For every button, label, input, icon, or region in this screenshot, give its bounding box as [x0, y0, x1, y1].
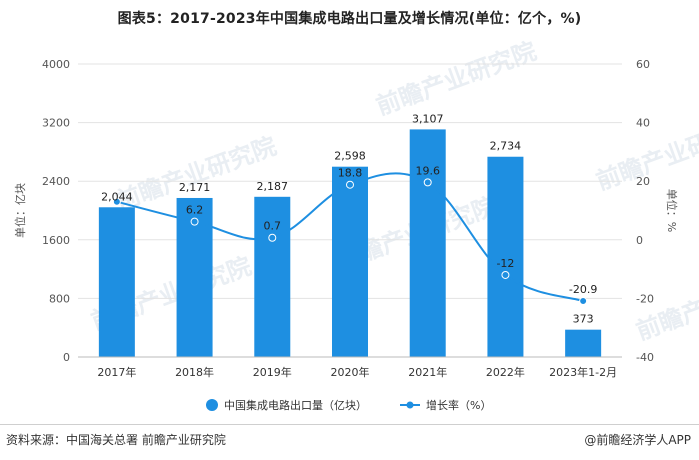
- bar-value-label: 2,734: [490, 140, 522, 153]
- growth-point: [423, 178, 432, 187]
- growth-point: [112, 197, 121, 206]
- growth-point: [346, 180, 354, 189]
- bar: [332, 166, 368, 357]
- bar: [98, 207, 135, 357]
- bar: [409, 129, 446, 357]
- left-tick-label: 800: [49, 292, 70, 305]
- right-tick-label: -40: [636, 351, 654, 364]
- growth-point: [501, 270, 510, 279]
- right-tick-label: 0: [636, 234, 643, 247]
- growth-value-label: 0.7: [264, 220, 282, 233]
- watermark-text: 前瞻产业研究院: [372, 37, 539, 121]
- left-tick-label: 4000: [42, 58, 70, 71]
- bar-value-label: 2,171: [179, 181, 211, 194]
- left-tick-label: 1600: [42, 234, 70, 247]
- bar-value-label: 2,044: [101, 190, 133, 203]
- legend: 中国集成电路出口量（亿块） 增长率（%）: [206, 398, 491, 412]
- bar-value-label: 373: [573, 313, 594, 326]
- chart-title: 图表5：2017-2023年中国集成电路出口量及增长情况(单位：亿个，%): [117, 11, 582, 27]
- bar-value-label: 3,107: [412, 112, 444, 125]
- right-tick-label: -20: [636, 292, 654, 305]
- right-axis-title: 单位：%: [665, 189, 679, 232]
- legend-bar-label: 中国集成电路出口量（亿块）: [224, 398, 367, 412]
- bar-value-label: 2,598: [334, 150, 366, 163]
- left-tick-label: 3200: [42, 117, 70, 130]
- x-tick-label: 2020年: [331, 365, 370, 379]
- axes: 4000 60 3200 40 2400 20 1600 0 800 -20 0 -40 单位：亿块 单位…: [13, 58, 679, 379]
- growth-point: [579, 297, 588, 306]
- source-note: 资料来源：中国海关总署 前瞻产业研究院: [6, 433, 226, 447]
- left-tick-label: 0: [63, 351, 70, 364]
- x-tick-label: 2023年1-2月: [549, 365, 617, 379]
- growth-value-label: 18.8: [338, 167, 363, 180]
- right-tick-label: 60: [636, 58, 650, 71]
- legend-line-dot: [406, 401, 414, 409]
- right-tick-label: 20: [636, 175, 650, 188]
- growth-value-label: 6.2: [186, 204, 204, 217]
- legend-bar-marker: [206, 399, 218, 411]
- bar: [487, 156, 524, 357]
- left-axis-title: 单位：亿块: [13, 183, 27, 238]
- growth-point: [268, 233, 277, 242]
- legend-line-label: 增长率（%）: [426, 398, 491, 412]
- x-tick-label: 2019年: [253, 365, 292, 379]
- growth-value-label: -12: [496, 257, 514, 270]
- combo-chart: 前瞻产业研究院前瞻产业研究院前瞻产业研究院前瞻产业研究院前瞻产业研究院前瞻产业研…: [13, 37, 699, 412]
- bars: [98, 129, 602, 357]
- x-tick-label: 2021年: [408, 365, 447, 379]
- growth-value-label: 19.6: [415, 164, 440, 177]
- bar-value-label: 2,187: [257, 180, 289, 193]
- data-labels: 2,044 2,171 2,187 2,598 3,107 2,734 373 6.2 0.7 1…: [101, 112, 597, 325]
- bar: [254, 196, 291, 357]
- footer-divider: [0, 424, 699, 425]
- growth-value-label: -20.9: [569, 283, 597, 296]
- right-tick-label: 40: [636, 117, 650, 130]
- brand-credit: @前瞻经济学人APP: [584, 433, 691, 447]
- x-tick-label: 2017年: [97, 365, 136, 379]
- bar: [565, 329, 602, 357]
- growth-point: [190, 217, 199, 226]
- left-tick-label: 2400: [42, 175, 70, 188]
- growth-line: [112, 172, 588, 306]
- x-tick-label: 2018年: [175, 365, 214, 379]
- x-tick-label: 2022年: [486, 365, 525, 379]
